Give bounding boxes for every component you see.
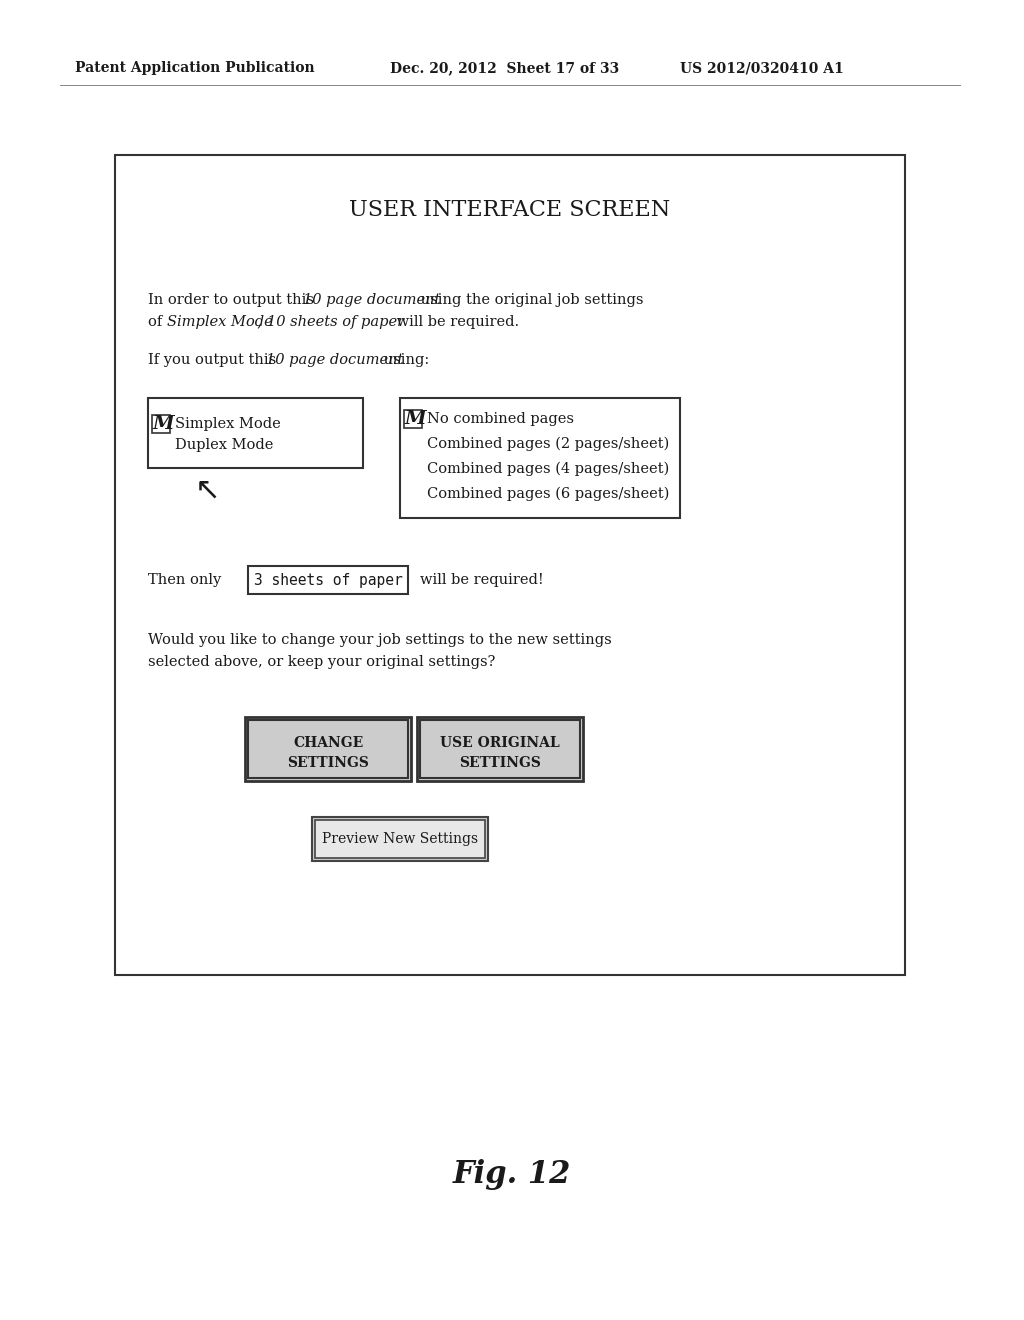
FancyBboxPatch shape	[312, 817, 488, 861]
Text: 10 page document: 10 page document	[266, 352, 403, 367]
Text: US 2012/0320410 A1: US 2012/0320410 A1	[680, 61, 844, 75]
Text: SETTINGS: SETTINGS	[459, 756, 541, 770]
Text: using:: using:	[379, 352, 429, 367]
Text: Dec. 20, 2012  Sheet 17 of 33: Dec. 20, 2012 Sheet 17 of 33	[390, 61, 620, 75]
Text: 10 page document: 10 page document	[303, 293, 440, 308]
FancyBboxPatch shape	[404, 411, 422, 428]
Text: ,: ,	[257, 315, 266, 329]
Text: SETTINGS: SETTINGS	[287, 756, 369, 770]
Text: selected above, or keep your original settings?: selected above, or keep your original se…	[148, 655, 496, 669]
Text: will be required!: will be required!	[420, 573, 544, 587]
Text: Fig. 12: Fig. 12	[453, 1159, 571, 1191]
FancyBboxPatch shape	[248, 566, 408, 594]
FancyBboxPatch shape	[152, 414, 170, 433]
Text: USE ORIGINAL: USE ORIGINAL	[440, 737, 560, 750]
Text: 3 sheets of paper: 3 sheets of paper	[254, 573, 402, 587]
Text: Preview New Settings: Preview New Settings	[322, 832, 478, 846]
Text: Then only: Then only	[148, 573, 221, 587]
FancyBboxPatch shape	[148, 399, 362, 469]
Text: If you output this: If you output this	[148, 352, 281, 367]
Text: Simplex Mode: Simplex Mode	[175, 417, 281, 432]
FancyBboxPatch shape	[417, 717, 583, 781]
Text: Patent Application Publication: Patent Application Publication	[75, 61, 314, 75]
Text: 10 sheets of paper: 10 sheets of paper	[267, 315, 404, 329]
Text: USER INTERFACE SCREEN: USER INTERFACE SCREEN	[349, 199, 671, 220]
Text: No combined pages: No combined pages	[427, 412, 574, 426]
Text: Combined pages (6 pages/sheet): Combined pages (6 pages/sheet)	[427, 487, 670, 502]
FancyBboxPatch shape	[400, 399, 680, 517]
Text: ↖: ↖	[195, 475, 220, 504]
Text: CHANGE: CHANGE	[293, 737, 364, 750]
FancyBboxPatch shape	[248, 719, 408, 777]
Text: Duplex Mode: Duplex Mode	[175, 438, 273, 451]
Text: of: of	[148, 315, 167, 329]
Text: Combined pages (4 pages/sheet): Combined pages (4 pages/sheet)	[427, 462, 670, 477]
Text: Would you like to change your job settings to the new settings: Would you like to change your job settin…	[148, 634, 611, 647]
FancyBboxPatch shape	[420, 719, 580, 777]
FancyBboxPatch shape	[315, 820, 485, 858]
Text: will be required.: will be required.	[392, 315, 519, 329]
Text: M: M	[406, 411, 427, 428]
FancyBboxPatch shape	[245, 717, 411, 781]
Text: In order to output this: In order to output this	[148, 293, 318, 308]
Text: using the original job settings: using the original job settings	[416, 293, 643, 308]
Text: Combined pages (2 pages/sheet): Combined pages (2 pages/sheet)	[427, 437, 670, 451]
Text: Simplex Mode: Simplex Mode	[167, 315, 272, 329]
Text: M: M	[153, 414, 175, 433]
FancyBboxPatch shape	[115, 154, 905, 975]
